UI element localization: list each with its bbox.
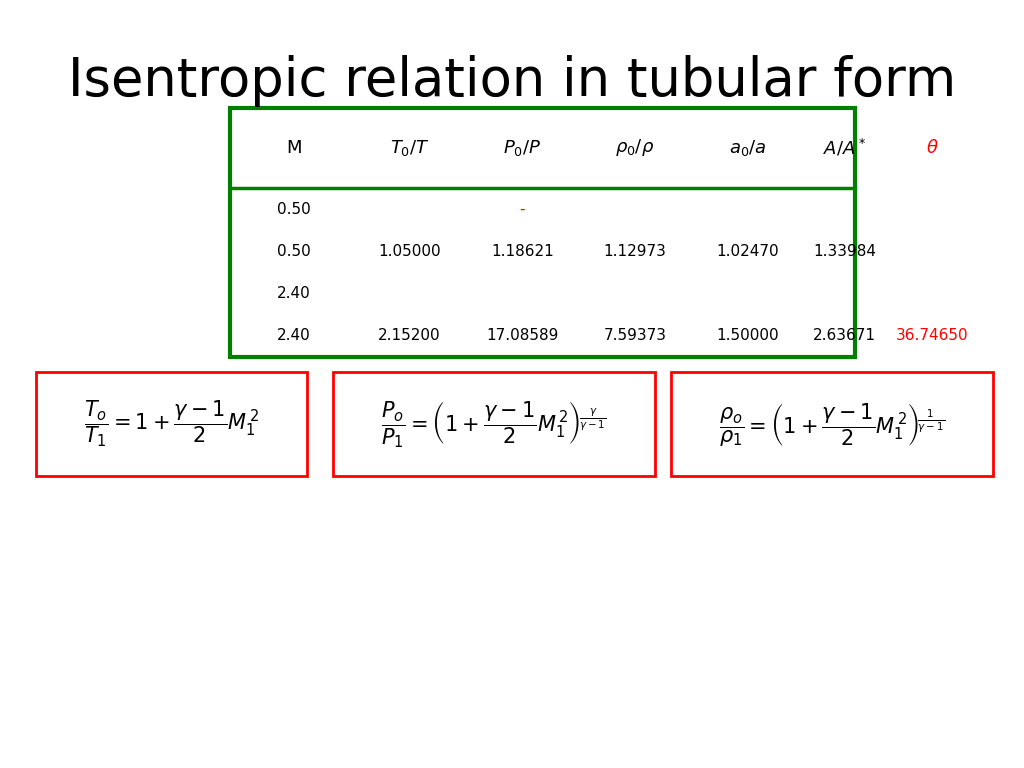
Text: 1.02470: 1.02470 <box>716 244 779 259</box>
Text: 2.40: 2.40 <box>278 286 310 301</box>
Bar <box>671 372 993 476</box>
Text: $T_0/T$: $T_0/T$ <box>390 137 429 158</box>
Text: $A/A^*$: $A/A^*$ <box>823 137 866 158</box>
Text: $a_0/a$: $a_0/a$ <box>729 137 766 158</box>
Text: 1.33984: 1.33984 <box>813 244 877 259</box>
Bar <box>230 108 855 357</box>
Text: $\rho_0/\rho$: $\rho_0/\rho$ <box>615 137 654 158</box>
Bar <box>333 372 655 476</box>
Text: 1.05000: 1.05000 <box>378 244 441 259</box>
Text: $\dfrac{T_o}{T_1} = 1 + \dfrac{\gamma - 1}{2} M_1^{\,2}$: $\dfrac{T_o}{T_1} = 1 + \dfrac{\gamma - … <box>84 399 259 449</box>
Text: 0.50: 0.50 <box>278 202 310 217</box>
Text: -: - <box>519 202 525 217</box>
Text: 0.50: 0.50 <box>278 244 310 259</box>
Bar <box>36 372 307 476</box>
Text: $\dfrac{P_o}{P_1} = \left(1 + \dfrac{\gamma - 1}{2} M_1^{\,2}\right)^{\!\frac{\g: $\dfrac{P_o}{P_1} = \left(1 + \dfrac{\ga… <box>381 399 607 449</box>
Text: M: M <box>286 139 302 157</box>
Text: 2.40: 2.40 <box>278 329 310 343</box>
Text: $P_0/P$: $P_0/P$ <box>503 137 542 158</box>
Text: 7.59373: 7.59373 <box>603 329 667 343</box>
Text: 1.18621: 1.18621 <box>490 244 554 259</box>
Text: $\dfrac{\rho_o}{\rho_1} = \left(1 + \dfrac{\gamma - 1}{2} M_1^{\,2}\right)^{\!\f: $\dfrac{\rho_o}{\rho_1} = \left(1 + \dfr… <box>719 401 945 448</box>
Text: $\theta$: $\theta$ <box>926 139 938 157</box>
Text: 17.08589: 17.08589 <box>486 329 558 343</box>
Text: 2.15200: 2.15200 <box>378 329 441 343</box>
Text: 1.50000: 1.50000 <box>716 329 779 343</box>
Text: 36.74650: 36.74650 <box>896 329 968 343</box>
Text: Isentropic relation in tubular form: Isentropic relation in tubular form <box>68 55 956 107</box>
Text: 2.63671: 2.63671 <box>813 329 877 343</box>
Text: 1.12973: 1.12973 <box>603 244 667 259</box>
